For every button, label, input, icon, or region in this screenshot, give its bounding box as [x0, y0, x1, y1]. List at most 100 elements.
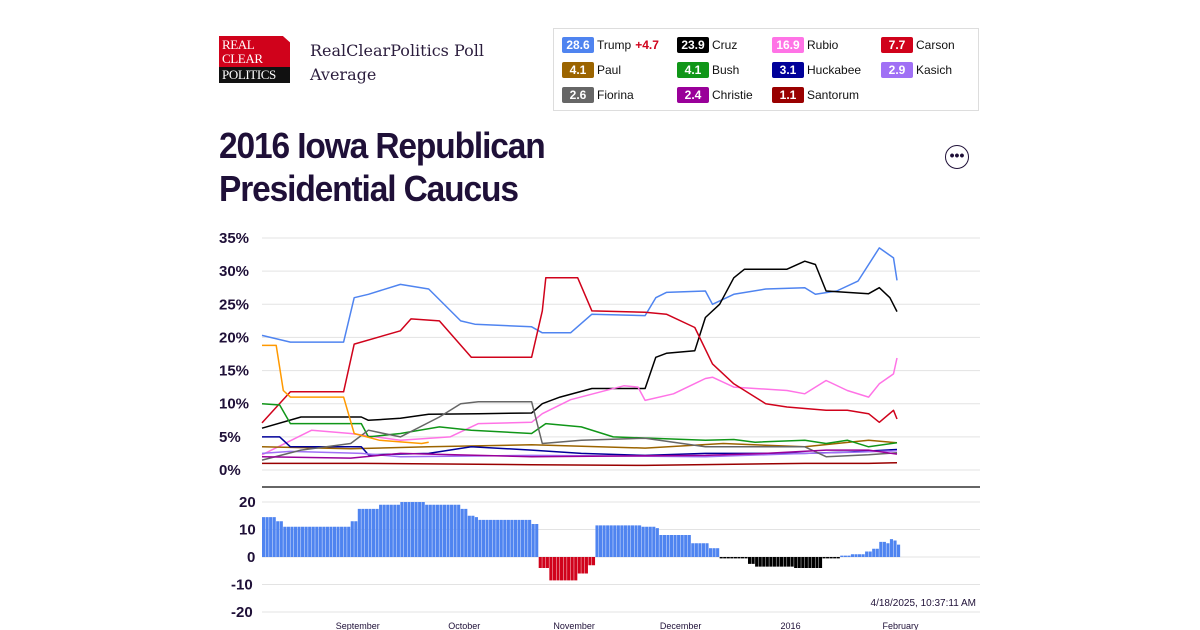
series-line-bush [261, 402, 898, 448]
spread-bar [627, 525, 631, 558]
series-line-other [262, 344, 429, 445]
spread-bar [478, 519, 482, 558]
spread-bar [450, 504, 454, 557]
spread-bar [655, 528, 659, 558]
spread-bar [889, 539, 894, 558]
spread-bar [304, 526, 308, 557]
spread-bar [584, 557, 588, 574]
legend-item-kasich[interactable]: 2.9 Kasich [881, 62, 952, 78]
legend-value-badge: 28.6 [562, 37, 594, 53]
logo-text-1: REAL [222, 37, 255, 52]
spread-bar [340, 526, 344, 557]
series-line-rubio [261, 357, 898, 456]
legend-item-trump[interactable]: 28.6 Trump +4.7 [562, 37, 659, 53]
legend-item-fiorina[interactable]: 2.6 Fiorina [562, 87, 634, 103]
series-line-trump [261, 247, 898, 343]
legend-item-bush[interactable]: 4.1 Bush [677, 62, 739, 78]
spread-bar [272, 517, 276, 558]
spread-bar [730, 557, 734, 559]
legend-name: Santorum [807, 88, 860, 102]
spread-bar [407, 502, 411, 557]
spread-bar [748, 557, 752, 564]
spread-bar [833, 557, 837, 559]
spread-bar [506, 519, 510, 558]
spread-bar [648, 526, 652, 557]
spread-bar [808, 557, 812, 568]
legend-item-christie[interactable]: 2.4 Christie [677, 87, 753, 103]
spread-bar [882, 541, 886, 558]
spread-bar [606, 525, 610, 558]
spread-bar [776, 557, 780, 567]
spread-bar [687, 535, 691, 557]
spread-bar [755, 557, 759, 567]
source-title: RealClearPolitics Poll Average [310, 41, 484, 84]
spread-bar [559, 557, 564, 581]
spread-bar [641, 526, 645, 557]
spread-bar [403, 502, 408, 557]
spread-bar [673, 535, 677, 557]
legend-value-badge: 23.9 [677, 37, 709, 53]
legend-item-rubio[interactable]: 16.9 Rubio [772, 37, 838, 53]
spread-bar [531, 524, 535, 557]
spread-bar [581, 557, 585, 574]
spread-bar [875, 548, 879, 557]
spread-bar [787, 557, 791, 567]
spread-bar [669, 535, 674, 557]
x-tick-label: February [883, 621, 920, 630]
spread-bar [513, 519, 517, 558]
y-tick-label: 20 [239, 494, 256, 511]
chart-title: 2016 Iowa Republican Presidential Caucus [219, 124, 546, 210]
legend-value-badge: 16.9 [772, 37, 804, 53]
spread-bar [691, 543, 695, 557]
legend-name: Kasich [916, 63, 953, 77]
spread-bar [836, 557, 840, 559]
y-tick-label: 10% [219, 396, 249, 413]
spread-bar [517, 519, 521, 558]
spread-bar [602, 525, 606, 558]
spread-bar [414, 502, 418, 557]
spread-bar [783, 557, 787, 567]
legend-item-paul[interactable]: 4.1 Paul [562, 62, 621, 78]
spread-bar [705, 543, 709, 557]
spread-bar [772, 557, 776, 567]
spread-bar [645, 526, 649, 557]
spread-bar [567, 557, 571, 581]
legend-name: Cruz [712, 38, 738, 52]
spread-bar [347, 526, 351, 557]
spread-bar [276, 521, 280, 557]
spread-bar [868, 551, 872, 557]
spread-bar [318, 526, 322, 557]
legend: 28.6 Trump +4.7 23.9 Cruz 16.9 Rubio 7.7 Carson 4… [553, 28, 979, 111]
spread-bar [677, 535, 681, 557]
spread-bar [269, 517, 273, 558]
spread-bar [620, 525, 624, 558]
legend-item-carson[interactable]: 7.7 Carson [881, 37, 955, 53]
spread-bar [425, 504, 429, 557]
spread-bar [389, 504, 393, 557]
spread-bar [293, 526, 298, 557]
spread-bar [865, 551, 869, 557]
legend-value-badge: 4.1 [562, 62, 594, 78]
more-options-button[interactable]: ••• [945, 145, 969, 169]
x-tick-label: 2016 [781, 621, 801, 630]
spread-bar [822, 557, 826, 559]
spread-bar [861, 554, 865, 557]
legend-item-huckabee[interactable]: 3.1 Huckabee [772, 62, 861, 78]
spread-bar [503, 519, 507, 558]
spread-bar [857, 554, 862, 557]
spread-bar [386, 504, 390, 557]
spread-bar [815, 557, 819, 568]
spread-bar [286, 526, 290, 557]
spread-bar [336, 526, 340, 557]
legend-value-badge: 2.9 [881, 62, 913, 78]
spread-bar [758, 557, 762, 567]
y-tick-label: 0% [219, 462, 241, 479]
spread-bar [591, 557, 596, 566]
spread-bar [311, 526, 315, 557]
legend-item-santorum[interactable]: 1.1 Santorum [772, 87, 859, 103]
legend-item-cruz[interactable]: 23.9 Cruz [677, 37, 737, 53]
spread-bar [570, 557, 574, 581]
legend-name: Trump [597, 38, 632, 52]
logo-black-block [219, 67, 290, 83]
spread-bar [361, 508, 365, 558]
